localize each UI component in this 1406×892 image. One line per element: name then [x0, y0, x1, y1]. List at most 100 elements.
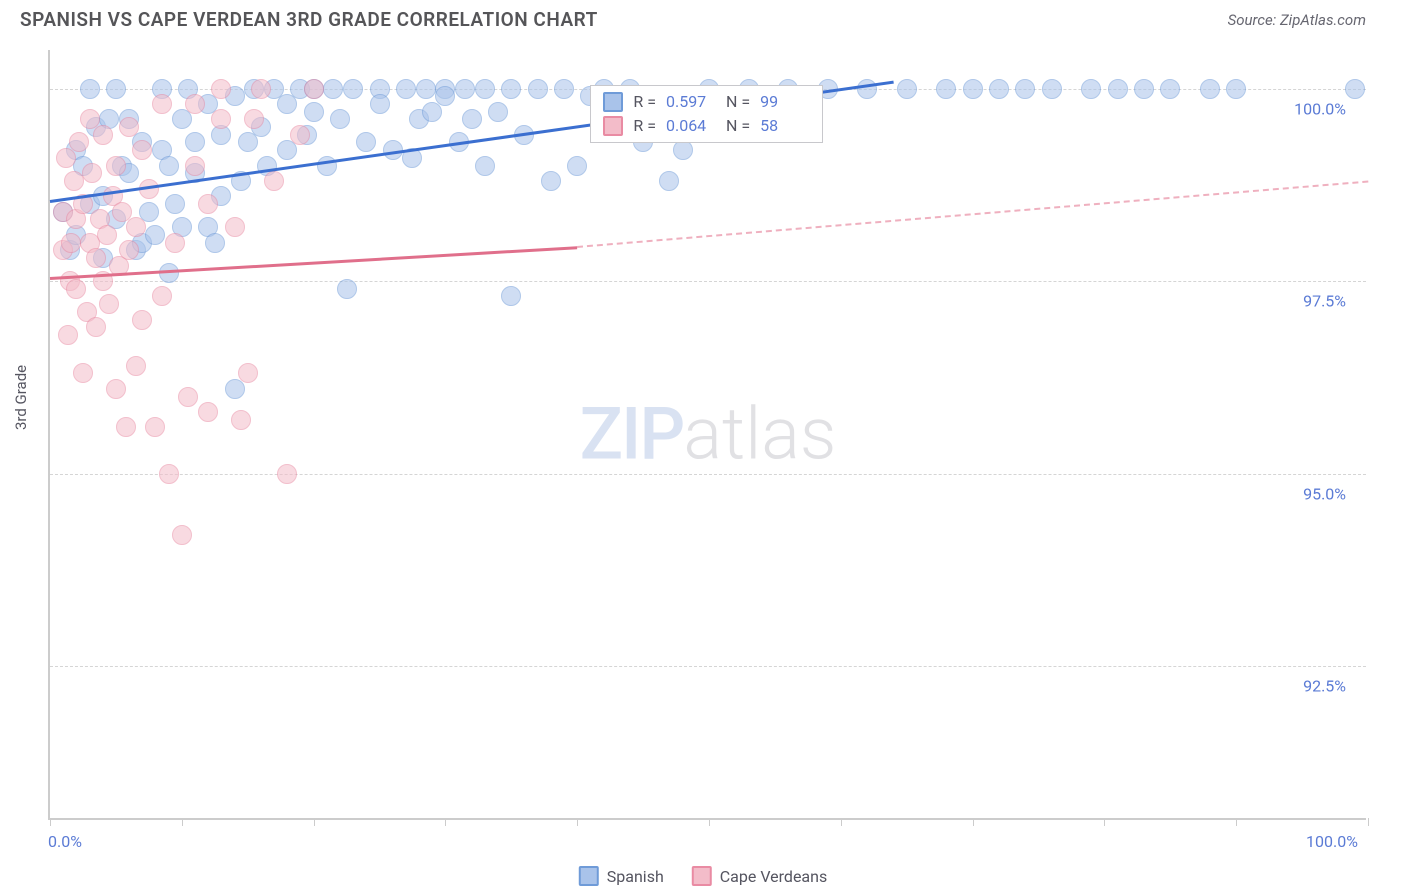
data-point [132, 310, 152, 330]
data-point [145, 225, 165, 245]
legend-item: Cape Verdeans [692, 866, 827, 886]
data-point [159, 464, 179, 484]
data-point [61, 233, 81, 253]
data-point [317, 156, 337, 176]
data-point [1081, 79, 1101, 99]
data-point [152, 94, 172, 114]
data-point [172, 525, 192, 545]
x-tick [50, 818, 51, 826]
y-tick-label: 92.5% [1303, 677, 1346, 696]
data-point [132, 140, 152, 160]
series-swatch [603, 92, 623, 112]
data-point [126, 356, 146, 376]
x-tick [1236, 818, 1237, 826]
data-point [126, 217, 146, 237]
data-point [185, 132, 205, 152]
data-point [330, 109, 350, 129]
legend-item: Spanish [579, 866, 664, 886]
data-point [185, 94, 205, 114]
data-point [304, 102, 324, 122]
data-point [304, 79, 324, 99]
stat-value-n: 99 [760, 92, 810, 111]
data-point [93, 125, 113, 145]
data-point [73, 363, 93, 383]
source-attribution: Source: ZipAtlas.com [1228, 11, 1366, 29]
x-tick [841, 818, 842, 826]
data-point [277, 464, 297, 484]
legend-swatch [692, 866, 712, 886]
stats-row: R =0.597N =99 [603, 90, 810, 114]
x-tick [577, 818, 578, 826]
stat-label-n: N = [726, 92, 750, 111]
data-point [337, 279, 357, 299]
stats-box: R =0.597N =99R =0.064N =58 [590, 85, 823, 143]
stat-label-r: R = [633, 116, 656, 135]
data-point [435, 86, 455, 106]
y-tick-label: 97.5% [1303, 292, 1346, 311]
data-point [97, 225, 117, 245]
data-point [99, 294, 119, 314]
data-point [501, 286, 521, 306]
legend-swatch [579, 866, 599, 886]
stats-row: R =0.064N =58 [603, 114, 810, 138]
data-point [673, 140, 693, 160]
data-point [1108, 79, 1128, 99]
data-point [198, 194, 218, 214]
data-point [86, 248, 106, 268]
data-point [370, 94, 390, 114]
data-point [185, 156, 205, 176]
data-point [290, 125, 310, 145]
legend-label: Spanish [607, 867, 664, 886]
data-point [356, 132, 376, 152]
legend-label: Cape Verdeans [720, 867, 827, 886]
gridline [50, 666, 1366, 667]
data-point [238, 363, 258, 383]
data-point [211, 109, 231, 129]
gridline [50, 474, 1366, 475]
data-point [659, 171, 679, 191]
data-point [1345, 79, 1365, 99]
data-point [64, 171, 84, 191]
data-point [936, 79, 956, 99]
data-point [541, 171, 561, 191]
data-point [106, 379, 126, 399]
data-point [323, 79, 343, 99]
data-point [1015, 79, 1035, 99]
data-point [244, 109, 264, 129]
data-point [963, 79, 983, 99]
x-tick [1368, 818, 1369, 826]
data-point [264, 171, 284, 191]
y-tick-label: 95.0% [1303, 484, 1346, 503]
x-tick-label: 100.0% [1306, 832, 1358, 851]
watermark: ZIPatlas [580, 392, 837, 477]
gridline [50, 281, 1366, 282]
data-point [205, 233, 225, 253]
data-point [178, 387, 198, 407]
legend: Spanish Cape Verdeans [579, 866, 827, 886]
x-tick [445, 818, 446, 826]
data-point [165, 233, 185, 253]
data-point [857, 79, 877, 99]
data-point [416, 79, 436, 99]
data-point [554, 79, 574, 99]
data-point [231, 410, 251, 430]
stat-value-r: 0.064 [666, 116, 716, 135]
data-point [501, 79, 521, 99]
data-point [1200, 79, 1220, 99]
data-point [1042, 79, 1062, 99]
data-point [82, 163, 102, 183]
x-tick-label: 0.0% [48, 832, 82, 851]
scatter-chart: ZIPatlas 92.5%95.0%97.5%100.0%R =0.597N … [48, 50, 1366, 820]
stat-value-r: 0.597 [666, 92, 716, 111]
data-point [1226, 79, 1246, 99]
data-point [567, 156, 587, 176]
data-point [396, 79, 416, 99]
y-axis-label: 3rd Grade [12, 365, 30, 430]
data-point [198, 402, 218, 422]
x-tick [1104, 818, 1105, 826]
data-point [475, 156, 495, 176]
x-tick [314, 818, 315, 826]
data-point [116, 417, 136, 437]
data-point [488, 102, 508, 122]
data-point [897, 79, 917, 99]
